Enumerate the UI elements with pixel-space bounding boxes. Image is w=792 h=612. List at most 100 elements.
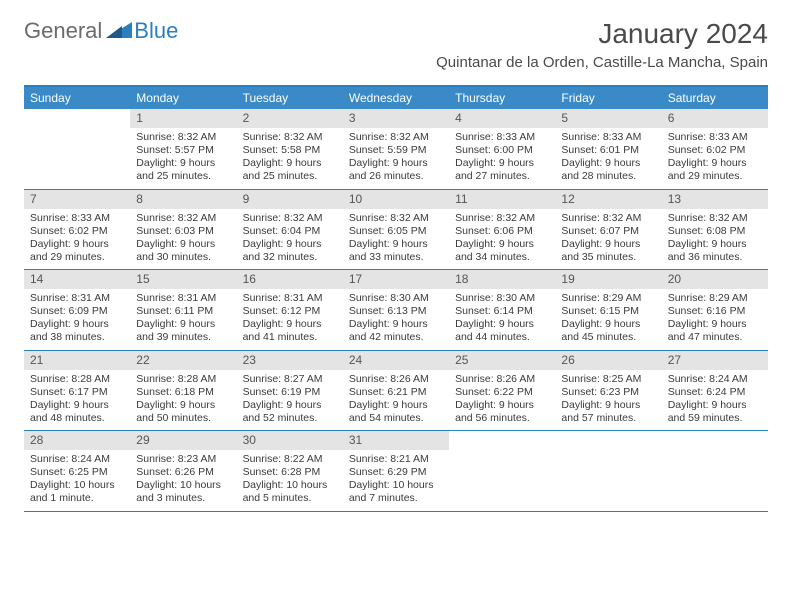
daylight-text: Daylight: 9 hours and 29 minutes. bbox=[30, 238, 124, 264]
daylight-text: Daylight: 9 hours and 56 minutes. bbox=[455, 399, 549, 425]
day-number: 2 bbox=[237, 109, 343, 128]
week-row: 7Sunrise: 8:33 AMSunset: 6:02 PMDaylight… bbox=[24, 190, 768, 271]
logo-triangle-icon bbox=[106, 20, 132, 43]
day-number: 25 bbox=[449, 351, 555, 370]
sunset-text: Sunset: 5:57 PM bbox=[136, 144, 230, 157]
daylight-text: Daylight: 9 hours and 48 minutes. bbox=[30, 399, 124, 425]
day-details: Sunrise: 8:29 AMSunset: 6:16 PMDaylight:… bbox=[662, 289, 768, 350]
sunset-text: Sunset: 6:09 PM bbox=[30, 305, 124, 318]
day-details: Sunrise: 8:33 AMSunset: 6:00 PMDaylight:… bbox=[449, 128, 555, 189]
day-number: 15 bbox=[130, 270, 236, 289]
sunrise-text: Sunrise: 8:31 AM bbox=[136, 292, 230, 305]
sunset-text: Sunset: 6:04 PM bbox=[243, 225, 337, 238]
sunset-text: Sunset: 6:02 PM bbox=[30, 225, 124, 238]
daylight-text: Daylight: 9 hours and 50 minutes. bbox=[136, 399, 230, 425]
day-cell: 28Sunrise: 8:24 AMSunset: 6:25 PMDayligh… bbox=[24, 431, 130, 511]
day-cell bbox=[662, 431, 768, 511]
sunset-text: Sunset: 5:58 PM bbox=[243, 144, 337, 157]
sunrise-text: Sunrise: 8:24 AM bbox=[668, 373, 762, 386]
day-cell: 24Sunrise: 8:26 AMSunset: 6:21 PMDayligh… bbox=[343, 351, 449, 431]
day-number: 10 bbox=[343, 190, 449, 209]
day-number: 1 bbox=[130, 109, 236, 128]
daylight-text: Daylight: 9 hours and 45 minutes. bbox=[561, 318, 655, 344]
daylight-text: Daylight: 9 hours and 36 minutes. bbox=[668, 238, 762, 264]
daylight-text: Daylight: 9 hours and 41 minutes. bbox=[243, 318, 337, 344]
day-cell: 29Sunrise: 8:23 AMSunset: 6:26 PMDayligh… bbox=[130, 431, 236, 511]
day-details: Sunrise: 8:31 AMSunset: 6:12 PMDaylight:… bbox=[237, 289, 343, 350]
header: General Blue January 2024 Quintanar de l… bbox=[0, 0, 792, 77]
sunset-text: Sunset: 5:59 PM bbox=[349, 144, 443, 157]
day-cell: 30Sunrise: 8:22 AMSunset: 6:28 PMDayligh… bbox=[237, 431, 343, 511]
daylight-text: Daylight: 9 hours and 27 minutes. bbox=[455, 157, 549, 183]
day-details: Sunrise: 8:31 AMSunset: 6:09 PMDaylight:… bbox=[24, 289, 130, 350]
week-row: 28Sunrise: 8:24 AMSunset: 6:25 PMDayligh… bbox=[24, 431, 768, 512]
sunrise-text: Sunrise: 8:21 AM bbox=[349, 453, 443, 466]
daylight-text: Daylight: 10 hours and 3 minutes. bbox=[136, 479, 230, 505]
sunrise-text: Sunrise: 8:32 AM bbox=[136, 131, 230, 144]
sunset-text: Sunset: 6:03 PM bbox=[136, 225, 230, 238]
sunset-text: Sunset: 6:11 PM bbox=[136, 305, 230, 318]
day-number: 30 bbox=[237, 431, 343, 450]
sunset-text: Sunset: 6:29 PM bbox=[349, 466, 443, 479]
day-number: 26 bbox=[555, 351, 661, 370]
sunset-text: Sunset: 6:21 PM bbox=[349, 386, 443, 399]
sunset-text: Sunset: 6:17 PM bbox=[30, 386, 124, 399]
day-cell: 23Sunrise: 8:27 AMSunset: 6:19 PMDayligh… bbox=[237, 351, 343, 431]
day-number: 21 bbox=[24, 351, 130, 370]
day-header-row: Sunday Monday Tuesday Wednesday Thursday… bbox=[24, 87, 768, 109]
daylight-text: Daylight: 9 hours and 33 minutes. bbox=[349, 238, 443, 264]
sunrise-text: Sunrise: 8:33 AM bbox=[668, 131, 762, 144]
sunrise-text: Sunrise: 8:28 AM bbox=[30, 373, 124, 386]
day-cell bbox=[555, 431, 661, 511]
sunrise-text: Sunrise: 8:32 AM bbox=[349, 212, 443, 225]
day-cell: 10Sunrise: 8:32 AMSunset: 6:05 PMDayligh… bbox=[343, 190, 449, 270]
sunset-text: Sunset: 6:28 PM bbox=[243, 466, 337, 479]
day-cell: 16Sunrise: 8:31 AMSunset: 6:12 PMDayligh… bbox=[237, 270, 343, 350]
sunrise-text: Sunrise: 8:22 AM bbox=[243, 453, 337, 466]
sunset-text: Sunset: 6:07 PM bbox=[561, 225, 655, 238]
day-details: Sunrise: 8:23 AMSunset: 6:26 PMDaylight:… bbox=[130, 450, 236, 511]
day-number: 11 bbox=[449, 190, 555, 209]
day-cell: 14Sunrise: 8:31 AMSunset: 6:09 PMDayligh… bbox=[24, 270, 130, 350]
sunrise-text: Sunrise: 8:27 AM bbox=[243, 373, 337, 386]
day-details: Sunrise: 8:32 AMSunset: 6:08 PMDaylight:… bbox=[662, 209, 768, 270]
day-number: 24 bbox=[343, 351, 449, 370]
calendar: Sunday Monday Tuesday Wednesday Thursday… bbox=[24, 85, 768, 512]
day-cell: 13Sunrise: 8:32 AMSunset: 6:08 PMDayligh… bbox=[662, 190, 768, 270]
day-number: 9 bbox=[237, 190, 343, 209]
sunrise-text: Sunrise: 8:32 AM bbox=[561, 212, 655, 225]
sunrise-text: Sunrise: 8:32 AM bbox=[243, 212, 337, 225]
dayhead-monday: Monday bbox=[130, 87, 236, 109]
sunrise-text: Sunrise: 8:28 AM bbox=[136, 373, 230, 386]
day-cell: 22Sunrise: 8:28 AMSunset: 6:18 PMDayligh… bbox=[130, 351, 236, 431]
daylight-text: Daylight: 9 hours and 25 minutes. bbox=[136, 157, 230, 183]
daylight-text: Daylight: 9 hours and 59 minutes. bbox=[668, 399, 762, 425]
day-details: Sunrise: 8:28 AMSunset: 6:18 PMDaylight:… bbox=[130, 370, 236, 431]
day-number: 27 bbox=[662, 351, 768, 370]
day-cell: 17Sunrise: 8:30 AMSunset: 6:13 PMDayligh… bbox=[343, 270, 449, 350]
day-cell: 20Sunrise: 8:29 AMSunset: 6:16 PMDayligh… bbox=[662, 270, 768, 350]
day-number: 6 bbox=[662, 109, 768, 128]
sunset-text: Sunset: 6:12 PM bbox=[243, 305, 337, 318]
day-cell: 4Sunrise: 8:33 AMSunset: 6:00 PMDaylight… bbox=[449, 109, 555, 189]
daylight-text: Daylight: 9 hours and 57 minutes. bbox=[561, 399, 655, 425]
sunrise-text: Sunrise: 8:32 AM bbox=[136, 212, 230, 225]
day-cell: 26Sunrise: 8:25 AMSunset: 6:23 PMDayligh… bbox=[555, 351, 661, 431]
sunset-text: Sunset: 6:25 PM bbox=[30, 466, 124, 479]
day-cell: 2Sunrise: 8:32 AMSunset: 5:58 PMDaylight… bbox=[237, 109, 343, 189]
day-details: Sunrise: 8:31 AMSunset: 6:11 PMDaylight:… bbox=[130, 289, 236, 350]
daylight-text: Daylight: 9 hours and 42 minutes. bbox=[349, 318, 443, 344]
day-number: 29 bbox=[130, 431, 236, 450]
day-cell: 9Sunrise: 8:32 AMSunset: 6:04 PMDaylight… bbox=[237, 190, 343, 270]
dayhead-wednesday: Wednesday bbox=[343, 87, 449, 109]
day-cell: 1 Sunrise: 8:32 AMSunset: 5:57 PMDaylight… bbox=[130, 109, 236, 189]
daylight-text: Daylight: 9 hours and 47 minutes. bbox=[668, 318, 762, 344]
sunrise-text: Sunrise: 8:33 AM bbox=[455, 131, 549, 144]
sunrise-text: Sunrise: 8:30 AM bbox=[349, 292, 443, 305]
dayhead-friday: Friday bbox=[555, 87, 661, 109]
dayhead-thursday: Thursday bbox=[449, 87, 555, 109]
sunset-text: Sunset: 6:08 PM bbox=[668, 225, 762, 238]
day-details: Sunrise: 8:26 AMSunset: 6:21 PMDaylight:… bbox=[343, 370, 449, 431]
week-row: 21Sunrise: 8:28 AMSunset: 6:17 PMDayligh… bbox=[24, 351, 768, 432]
day-details: Sunrise: 8:30 AMSunset: 6:14 PMDaylight:… bbox=[449, 289, 555, 350]
